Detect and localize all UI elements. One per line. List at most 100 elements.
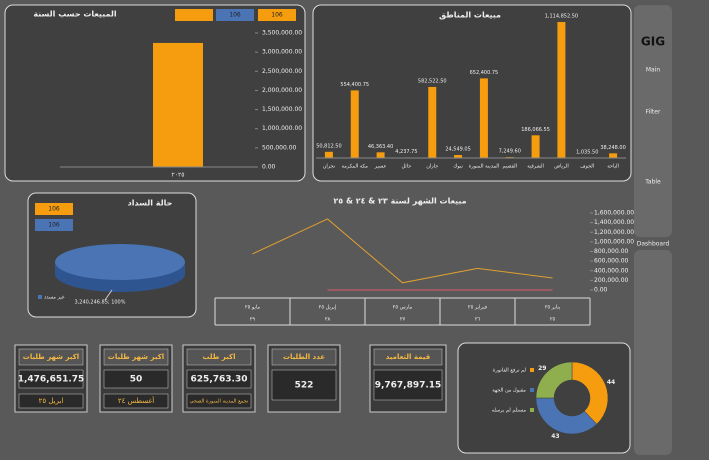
y-tick-label: 1,000,000.00 bbox=[594, 238, 634, 245]
kpi-title: عدد الطلبات bbox=[283, 353, 325, 361]
chart-title: مبيعات الشهر لسنة ٢٣ & ٢٤ & ٢٥ bbox=[333, 197, 466, 206]
kpi-value-box bbox=[373, 369, 443, 401]
data-label: 3,240,246.85; 100% bbox=[75, 300, 126, 306]
y-tick-label: 1,000,000.00 bbox=[262, 125, 302, 132]
data-label: 4,237.75 bbox=[395, 149, 417, 155]
chart-title: مبيعات المناطق bbox=[439, 11, 501, 20]
kpi-value: 1,476,651.75 bbox=[18, 375, 85, 385]
y-tick-label: 200,000.00 bbox=[594, 277, 629, 284]
y-tick-label: 800,000.00 bbox=[594, 248, 629, 255]
kpi-header bbox=[373, 348, 443, 366]
kpi-footer: تجمع المدينة المنورة الصحي bbox=[190, 399, 249, 405]
legend-text: غير مسدد bbox=[44, 295, 65, 301]
data-label: 554,400.75 bbox=[340, 82, 369, 88]
legend-swatch bbox=[530, 368, 534, 372]
y-tick-label: 3,000,000.00 bbox=[262, 49, 302, 56]
x-tick-label: مارس ٢٥ bbox=[393, 305, 413, 311]
bar bbox=[609, 153, 618, 158]
sidebar bbox=[634, 250, 672, 455]
x-tick-label: المدينة المنورة bbox=[469, 164, 500, 170]
legend-box bbox=[35, 219, 73, 231]
chart-title: المبيعات حسب السنة bbox=[33, 10, 116, 19]
data-label: 50,812.50 bbox=[316, 143, 341, 149]
x-row-label: ٢٩ bbox=[250, 317, 256, 323]
kpi-value: 522 bbox=[295, 381, 314, 391]
kpi-value-box bbox=[103, 369, 169, 389]
legend-text: 106 bbox=[271, 12, 283, 19]
y-tick-label: 3,500,000.00 bbox=[262, 30, 302, 37]
x-tick-label: جازان bbox=[426, 164, 438, 170]
data-label: 44 bbox=[607, 379, 615, 386]
data-label: 186,066.55 bbox=[521, 127, 550, 133]
y-tick-label: 1,400,000.00 bbox=[594, 219, 634, 226]
data-label: 7,249.60 bbox=[499, 149, 521, 155]
kpi-title: اكبر طلب bbox=[203, 353, 236, 361]
data-label: 46,363.40 bbox=[368, 144, 393, 150]
sidebar bbox=[634, 5, 672, 237]
nav-item[interactable]: Dashboard bbox=[637, 241, 670, 248]
kpi-title: قيمة التعاميد bbox=[386, 353, 431, 361]
legend-swatch bbox=[38, 295, 42, 299]
x-tick-label: الجوف bbox=[580, 164, 594, 170]
y-tick-label: 1,200,000.00 bbox=[594, 229, 634, 236]
legend-text: مقبول من الجهة bbox=[492, 388, 526, 394]
chart-title: حالة السداد bbox=[128, 199, 173, 208]
kpi-title: اكبر شهر طلبات bbox=[108, 353, 164, 361]
donut-slice bbox=[571, 361, 609, 425]
y-tick-label: 0.00 bbox=[594, 287, 608, 294]
legend-box bbox=[175, 9, 213, 21]
bar bbox=[428, 86, 437, 158]
kpi-header bbox=[271, 348, 337, 366]
x-tick-label: مكة المكرمة bbox=[342, 164, 369, 170]
kpi-footer: أغسطس ٢٤ bbox=[118, 396, 154, 405]
y-tick-label: 1,600,000.00 bbox=[594, 210, 634, 217]
y-tick-label: 600,000.00 bbox=[594, 258, 629, 265]
panel bbox=[312, 4, 632, 182]
kpi-header bbox=[186, 348, 252, 366]
bar bbox=[153, 42, 203, 167]
x-row-label: ٢٥ bbox=[550, 317, 556, 323]
x-tick-label: الباحة bbox=[607, 164, 619, 170]
y-tick-label: 2,500,000.00 bbox=[262, 68, 302, 75]
bar bbox=[454, 155, 463, 158]
kpi-value: 625,763.30 bbox=[191, 375, 248, 385]
kpi-header bbox=[103, 348, 169, 366]
kpi-value-box bbox=[186, 369, 252, 389]
nav-item[interactable]: Table bbox=[644, 179, 661, 186]
x-row-label: ٢٧ bbox=[400, 317, 406, 323]
x-tick-label: نجران bbox=[323, 164, 335, 170]
nav-item[interactable]: Filter bbox=[646, 109, 661, 116]
leader bbox=[104, 289, 113, 301]
kpi-header bbox=[18, 348, 84, 366]
legend-text: مستلم لم يرسله bbox=[492, 408, 527, 414]
bar bbox=[376, 152, 385, 158]
x-tick-label: ٢٠٢٥ bbox=[172, 172, 185, 179]
bar bbox=[531, 135, 540, 158]
kpi-value-box bbox=[18, 369, 84, 389]
y-tick-label: 2,000,000.00 bbox=[262, 87, 302, 94]
x-tick-label: الرياض bbox=[554, 164, 569, 170]
y-tick-label: 0.00 bbox=[262, 164, 276, 171]
data-label: 24,549.05 bbox=[445, 147, 470, 153]
donut-slice bbox=[535, 397, 598, 435]
x-tick-label: القصيم bbox=[502, 164, 517, 170]
donut-slice bbox=[535, 361, 573, 399]
legend-swatch bbox=[530, 388, 534, 392]
logo: GIG bbox=[641, 35, 665, 49]
x-tick-label: تبوك bbox=[453, 164, 463, 170]
x-tick-label: مايو ٢٥ bbox=[245, 305, 260, 311]
nav-item[interactable]: Main bbox=[646, 67, 661, 74]
x-tick-label: عسير bbox=[374, 164, 387, 170]
x-tick-label: فبراير ٢٥ bbox=[468, 305, 488, 311]
line bbox=[252, 218, 553, 284]
kpi-footer-box bbox=[103, 393, 169, 409]
x-row-label: ٢٨ bbox=[325, 317, 331, 323]
data-label: 582,522.50 bbox=[418, 78, 447, 84]
kpi-value: 9,767,897.15 bbox=[375, 381, 442, 391]
bar bbox=[324, 151, 333, 158]
bar bbox=[557, 22, 566, 158]
data-label: 29 bbox=[538, 365, 546, 372]
legend-box bbox=[258, 9, 296, 21]
y-tick-label: 400,000.00 bbox=[594, 267, 629, 274]
data-label: 1,114,852.50 bbox=[545, 14, 578, 20]
